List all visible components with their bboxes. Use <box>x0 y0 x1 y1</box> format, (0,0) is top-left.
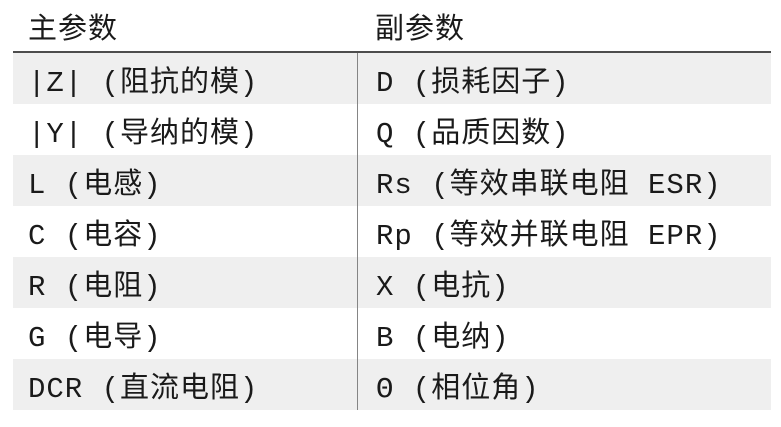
cell-main-parameter: DCR (直流电阻) <box>28 372 259 406</box>
table-row: L (电感) Rs (等效串联电阻 ESR) <box>13 155 771 206</box>
cell-main-parameter: C (电容) <box>28 219 162 253</box>
table-row: |Y| (导纳的模) Q (品质因数) <box>13 104 771 155</box>
table-row: G (电导) B (电纳) <box>13 308 771 359</box>
cell-main-parameter: R (电阻) <box>28 270 162 304</box>
table-row: |Z| (阻抗的模) D (损耗因子) <box>13 53 771 104</box>
column-header-secondary-parameter: 副参数 <box>375 13 466 47</box>
table-row: R (电阻) X (电抗) <box>13 257 771 308</box>
table-row: DCR (直流电阻) Θ (相位角) <box>13 359 771 410</box>
parameter-table: 主参数 副参数 |Z| (阻抗的模) D (损耗因子) |Y| (导纳的模) Q… <box>13 0 771 410</box>
cell-secondary-parameter: D (损耗因子) <box>357 53 771 104</box>
cell-main-parameter: L (电感) <box>28 168 162 202</box>
cell-secondary-parameter: Rp (等效并联电阻 EPR) <box>357 206 771 257</box>
cell-secondary-parameter: Rs (等效串联电阻 ESR) <box>357 155 771 206</box>
cell-secondary-parameter: B (电纳) <box>357 308 771 359</box>
table-body: |Z| (阻抗的模) D (损耗因子) |Y| (导纳的模) Q (品质因数) … <box>13 51 771 410</box>
cell-secondary-parameter: Q (品质因数) <box>357 104 771 155</box>
cell-main-parameter: |Z| (阻抗的模) <box>28 66 259 100</box>
cell-secondary-parameter: X (电抗) <box>357 257 771 308</box>
cell-main-parameter: |Y| (导纳的模) <box>28 117 259 151</box>
table-header-row: 主参数 副参数 <box>13 0 771 51</box>
table-row: C (电容) Rp (等效并联电阻 EPR) <box>13 206 771 257</box>
column-header-main-parameter: 主参数 <box>28 13 119 47</box>
cell-secondary-parameter: Θ (相位角) <box>357 359 771 410</box>
cell-main-parameter: G (电导) <box>28 321 162 355</box>
